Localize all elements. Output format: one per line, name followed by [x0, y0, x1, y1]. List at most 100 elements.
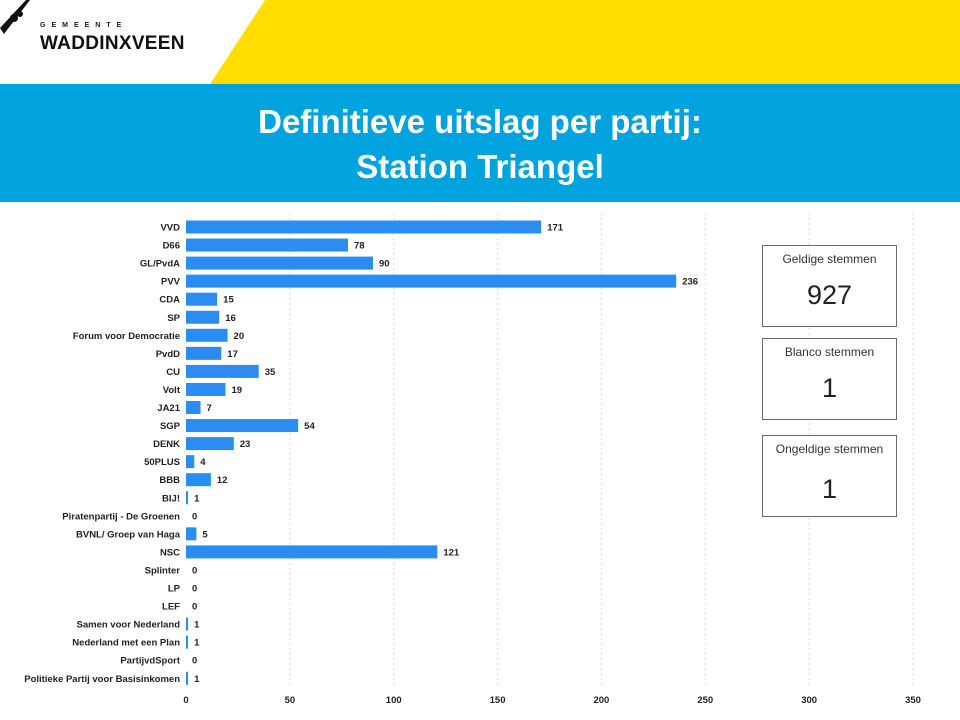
valid-votes-card: Geldige stemmen 927 [762, 245, 897, 327]
category-label: DENK [153, 439, 180, 450]
page-title: Definitieve uitslag per partij: [258, 103, 702, 140]
category-label: BVNL/ Groep van Haga [76, 529, 181, 540]
valid-votes-label: Geldige stemmen [782, 252, 877, 266]
valid-votes-value: 927 [806, 280, 853, 310]
x-tick-label: 250 [697, 695, 713, 706]
category-label: Nederland met een Plan [72, 638, 180, 649]
category-label: Forum voor Democratie [73, 331, 180, 342]
bar [186, 292, 218, 306]
data-label: 54 [304, 421, 315, 432]
category-label: PartijvdSport [120, 656, 180, 667]
category-label: SGP [160, 421, 181, 432]
data-label: 4 [200, 457, 206, 468]
category-label: Splinter [145, 565, 181, 576]
bar [186, 238, 349, 252]
category-label: CU [166, 367, 180, 378]
bar [186, 419, 299, 433]
category-label: GL/PvdA [140, 259, 180, 270]
bar [186, 256, 373, 270]
bar [186, 671, 189, 685]
bar [186, 437, 234, 451]
data-label: 16 [225, 313, 236, 324]
category-label: Piratenpartij - De Groenen [62, 511, 180, 522]
data-label: 0 [192, 584, 197, 595]
x-tick-label: 100 [386, 695, 402, 706]
category-label: 50PLUS [144, 457, 180, 468]
x-tick-label: 0 [183, 695, 188, 706]
data-label: 1 [194, 620, 200, 631]
category-label: SP [167, 313, 180, 324]
data-label: 1 [194, 638, 200, 649]
bar [186, 617, 189, 631]
header: GEMEENTE WADDINXVEEN [0, 0, 960, 84]
x-tick-label: 300 [801, 695, 817, 706]
x-tick-label: 150 [490, 695, 506, 706]
category-label: Politieke Partij voor Basisinkomen [24, 674, 180, 685]
category-label: NSC [160, 547, 180, 558]
x-tick-label: 50 [285, 695, 296, 706]
category-label: PVV [161, 277, 181, 288]
invalid-votes-value: 1 [821, 474, 838, 504]
page-subtitle: Station Triangel [356, 148, 604, 185]
x-tick-label: 350 [905, 695, 921, 706]
data-label: 236 [682, 277, 698, 288]
category-label: PvdD [156, 349, 180, 360]
data-label: 171 [547, 223, 564, 234]
data-label: 78 [354, 241, 365, 252]
bar [186, 455, 195, 469]
category-label: CDA [159, 295, 180, 306]
bar [186, 364, 259, 378]
bar [186, 527, 197, 541]
blank-votes-card: Blanco stemmen 1 [762, 338, 897, 420]
data-label: 20 [234, 331, 245, 342]
data-label: 0 [192, 511, 197, 522]
data-label: 1 [194, 493, 200, 504]
data-label: 121 [443, 547, 460, 558]
blank-votes-value: 1 [821, 373, 838, 403]
bar [186, 635, 189, 649]
logo-wordmark: WADDINXVEEN [40, 33, 185, 54]
bar [186, 473, 211, 487]
category-label: LEF [162, 602, 180, 613]
bar [186, 220, 542, 234]
bar [186, 382, 226, 396]
category-label: BBB [159, 475, 180, 486]
category-label: VVD [160, 223, 180, 234]
invalid-votes-card: Ongeldige stemmen 1 [762, 435, 897, 517]
data-label: 1 [194, 674, 200, 685]
data-label: 0 [192, 602, 197, 613]
data-label: 7 [207, 403, 212, 414]
data-label: 35 [265, 367, 276, 378]
bar [186, 401, 201, 414]
category-label: JA21 [157, 403, 180, 414]
category-label: LP [168, 584, 181, 595]
category-label: D66 [163, 241, 180, 252]
bar [186, 491, 189, 505]
data-label: 15 [223, 295, 234, 306]
bar [186, 545, 438, 559]
logo-subtitle: GEMEENTE [40, 22, 128, 29]
category-label: BIJ! [162, 493, 180, 504]
blank-votes-label: Blanco stemmen [784, 345, 875, 359]
x-tick-label: 200 [593, 695, 609, 706]
category-label: Samen voor Nederland [77, 620, 181, 631]
invalid-votes-label: Ongeldige stemmen [775, 442, 884, 456]
data-label: 90 [379, 259, 390, 270]
bar [186, 328, 228, 342]
data-label: 17 [227, 349, 238, 360]
yellow-banner-shape [210, 0, 960, 84]
data-label: 12 [217, 475, 228, 486]
bar [186, 310, 220, 324]
header-background [210, 0, 960, 84]
data-label: 0 [192, 656, 197, 667]
category-label: Volt [163, 385, 181, 396]
data-label: 5 [202, 529, 208, 540]
title-band [0, 84, 960, 202]
bar [186, 346, 222, 360]
data-label: 0 [192, 565, 197, 576]
logo-emblem-icon [0, 0, 30, 34]
data-label: 19 [231, 385, 242, 396]
bar [186, 274, 677, 288]
data-label: 23 [240, 439, 251, 450]
